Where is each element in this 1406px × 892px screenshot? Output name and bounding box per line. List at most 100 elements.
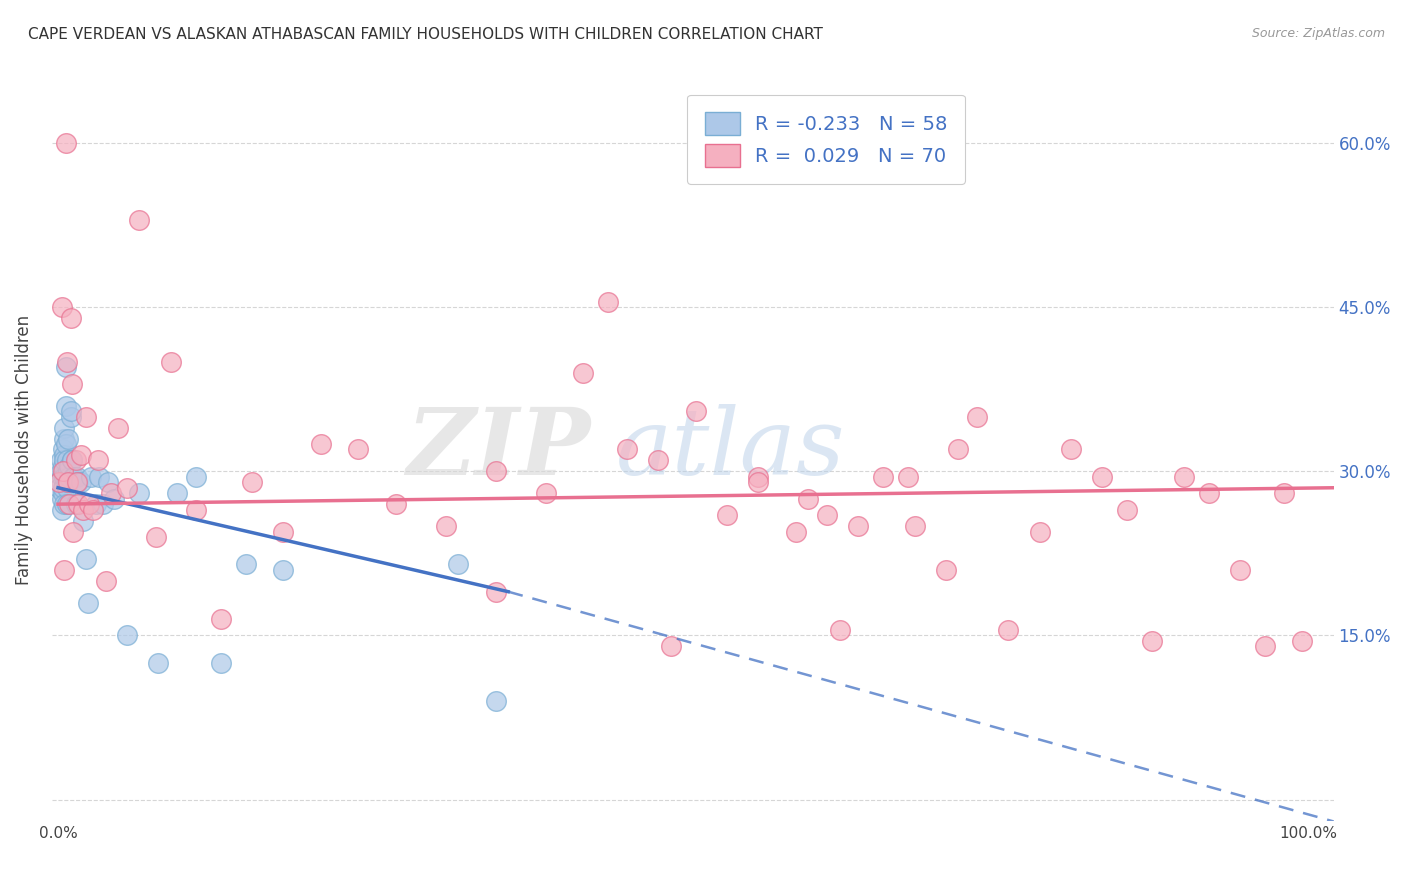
Point	[1173, 470, 1195, 484]
Point	[48, 481, 70, 495]
Point	[75, 409, 97, 424]
Point	[65, 453, 87, 467]
Point	[209, 612, 232, 626]
Point	[1060, 442, 1083, 457]
Point	[904, 519, 927, 533]
Point	[53, 563, 76, 577]
Point	[716, 508, 738, 522]
Point	[240, 475, 263, 490]
Point	[59, 404, 82, 418]
Point	[1116, 502, 1139, 516]
Point	[52, 464, 75, 478]
Point	[77, 497, 100, 511]
Point	[84, 497, 107, 511]
Point	[997, 623, 1019, 637]
Point	[72, 502, 94, 516]
Point	[872, 470, 894, 484]
Point	[69, 448, 91, 462]
Point	[747, 470, 769, 484]
Point	[72, 514, 94, 528]
Text: Source: ZipAtlas.com: Source: ZipAtlas.com	[1251, 27, 1385, 40]
Point	[128, 212, 150, 227]
Point	[128, 486, 150, 500]
Point	[1254, 640, 1277, 654]
Point	[1198, 486, 1220, 500]
Point	[52, 458, 75, 473]
Point	[51, 491, 73, 506]
Point	[62, 524, 84, 539]
Point	[685, 404, 707, 418]
Point	[1029, 524, 1052, 539]
Point	[87, 453, 110, 467]
Point	[58, 470, 80, 484]
Point	[53, 453, 76, 467]
Point	[79, 470, 101, 484]
Point	[1142, 634, 1164, 648]
Point	[271, 563, 294, 577]
Point	[69, 475, 91, 490]
Text: ZIP: ZIP	[406, 404, 591, 494]
Point	[103, 491, 125, 506]
Point	[58, 458, 80, 473]
Point	[948, 442, 970, 457]
Point	[94, 574, 117, 588]
Point	[52, 486, 75, 500]
Point	[184, 502, 207, 516]
Point	[1272, 486, 1295, 500]
Point	[56, 432, 79, 446]
Point	[897, 470, 920, 484]
Point	[59, 409, 82, 424]
Point	[77, 596, 100, 610]
Point	[659, 640, 682, 654]
Legend: R = -0.233   N = 58, R =  0.029   N = 70: R = -0.233 N = 58, R = 0.029 N = 70	[688, 95, 965, 185]
Point	[49, 464, 72, 478]
Point	[235, 558, 257, 572]
Point	[55, 437, 77, 451]
Point	[797, 491, 820, 506]
Point	[271, 524, 294, 539]
Point	[184, 470, 207, 484]
Point	[55, 475, 77, 490]
Point	[572, 366, 595, 380]
Point	[209, 656, 232, 670]
Point	[56, 475, 79, 490]
Y-axis label: Family Households with Children: Family Households with Children	[15, 314, 32, 584]
Point	[1291, 634, 1313, 648]
Point	[616, 442, 638, 457]
Point	[82, 502, 104, 516]
Point	[145, 530, 167, 544]
Point	[56, 464, 79, 478]
Point	[51, 300, 73, 314]
Point	[51, 502, 73, 516]
Point	[384, 497, 406, 511]
Point	[166, 486, 188, 500]
Point	[309, 437, 332, 451]
Point	[785, 524, 807, 539]
Point	[55, 481, 77, 495]
Point	[60, 376, 83, 391]
Point	[647, 453, 669, 467]
Point	[91, 497, 114, 511]
Point	[58, 497, 80, 511]
Point	[55, 399, 77, 413]
Point	[75, 552, 97, 566]
Point	[55, 355, 77, 369]
Point	[66, 475, 89, 490]
Point	[60, 453, 83, 467]
Point	[55, 470, 77, 484]
Point	[53, 420, 76, 434]
Text: atlas: atlas	[616, 404, 845, 494]
Point	[52, 442, 75, 457]
Point	[89, 470, 111, 484]
Point	[66, 475, 89, 490]
Point	[159, 355, 181, 369]
Point	[115, 481, 138, 495]
Point	[66, 497, 89, 511]
Point	[53, 432, 76, 446]
Point	[966, 409, 988, 424]
Point	[60, 453, 83, 467]
Point	[62, 470, 84, 484]
Point	[100, 486, 122, 500]
Point	[55, 360, 77, 375]
Point	[485, 464, 508, 478]
